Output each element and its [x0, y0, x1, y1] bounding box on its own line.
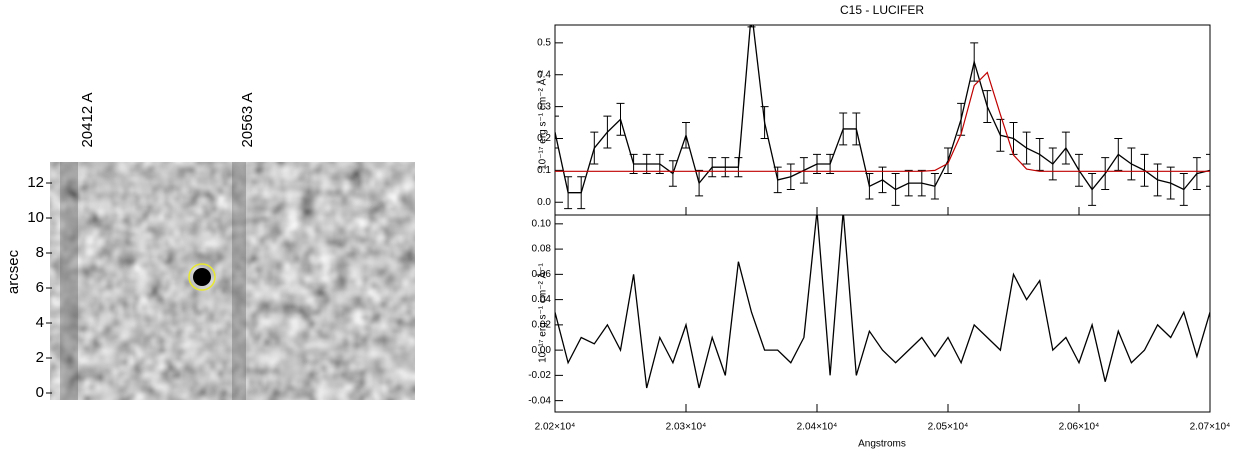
x-tick-label: 2.06×10⁴: [1059, 422, 1100, 433]
error-bar: [1140, 153, 1149, 187]
error-bar: [1022, 131, 1031, 165]
y-tick-label: 0.10: [532, 218, 552, 229]
error-bar: [655, 153, 664, 175]
x-tick-label: 2.02×10⁴: [535, 422, 576, 433]
y-axis-label: 10⁻¹⁷ erg s⁻¹ cm⁻² Å⁻¹: [536, 262, 549, 362]
error-bar: [555, 115, 559, 149]
column-label: 20563 A: [239, 92, 256, 147]
error-bar: [603, 115, 612, 149]
y-tick-label: -0.02: [528, 370, 551, 381]
y-tick-label: -0.04: [528, 395, 551, 406]
error-bar: [813, 153, 821, 175]
y-tick-label: 0.02: [532, 320, 552, 331]
chart-title: C15 - LUCIFER: [840, 3, 924, 17]
error-bar: [904, 169, 913, 197]
x-axis-label: Angstroms: [858, 439, 906, 450]
error-bar: [1061, 131, 1070, 165]
data-line: [555, 215, 1210, 389]
y-tick-label: 6: [36, 279, 44, 296]
y-tick-label: 8: [36, 244, 44, 261]
error-bar: [695, 169, 704, 197]
y-tick-label: 12: [27, 174, 44, 191]
y-tick-label: 0.3: [537, 101, 551, 112]
error-bar: [1166, 166, 1175, 200]
error-bar: [839, 112, 848, 146]
error-bar: [917, 169, 926, 197]
y-tick-label: 10: [27, 209, 44, 226]
data-line: [555, 25, 1210, 194]
error-bar: [1035, 137, 1044, 171]
error-bar: [721, 157, 730, 178]
error-bar: [616, 102, 625, 136]
plot-area: [555, 25, 1210, 210]
y-axis-label: arcsec: [5, 249, 22, 294]
error-bar: [799, 157, 808, 184]
error-bar: [852, 112, 861, 146]
y-tick-label: 0.08: [532, 244, 552, 255]
y-tick-label: 0.06: [532, 269, 552, 280]
error-bar: [1127, 147, 1136, 181]
y-tick-label: 0.5: [537, 37, 551, 48]
error-bar: [1075, 153, 1083, 187]
error-bar: [1101, 157, 1110, 190]
error-bar: [1114, 137, 1123, 171]
error-bar: [564, 176, 573, 210]
error-bar: [668, 160, 677, 187]
y-tick-label: 0.0: [537, 197, 551, 208]
y-tick-label: 0.4: [537, 69, 551, 80]
x-tick-label: 2.03×10⁴: [666, 422, 707, 433]
error-bar: [1179, 173, 1188, 206]
y-axis-label: 10⁻¹⁷ erg s⁻¹ cm⁻² Å⁻¹: [536, 69, 549, 169]
panel-frame: [554, 214, 1211, 413]
error-bar: [708, 157, 717, 178]
y-tick-label: 0.1: [537, 165, 551, 176]
error-bar: [944, 147, 952, 175]
error-bar: [1153, 163, 1162, 197]
error-bar: [629, 153, 638, 175]
y-tick-label: 4: [36, 314, 44, 331]
error-bar: [1088, 173, 1097, 206]
error-bar: [996, 118, 1005, 152]
error-bar: [865, 173, 874, 200]
error-bar: [577, 176, 586, 210]
spectrum-image: [50, 162, 415, 400]
y-tick-label: 0.00: [532, 345, 552, 356]
x-tick-label: 2.07×10⁴: [1190, 422, 1231, 433]
data-line: [555, 71, 1210, 172]
error-bar: [1009, 122, 1018, 155]
error-bar: [786, 163, 795, 190]
error-bar: [891, 173, 900, 206]
error-bar: [734, 157, 743, 178]
error-bar: [930, 173, 939, 200]
error-bar: [970, 42, 979, 82]
y-tick-label: 0: [36, 384, 44, 401]
column-label: 20412 A: [79, 92, 96, 147]
error-bar: [1048, 147, 1057, 181]
x-tick-label: 2.05×10⁴: [928, 422, 969, 433]
error-bar: [642, 153, 651, 175]
error-bar: [747, 25, 756, 28]
error-bar: [760, 106, 769, 139]
y-tick-label: 0.2: [537, 133, 551, 144]
y-tick-label: 2: [36, 349, 44, 366]
error-bar: [682, 122, 690, 149]
error-bar: [983, 90, 992, 124]
error-bar: [1206, 153, 1210, 187]
plot-area: [555, 215, 1210, 389]
error-bar: [826, 153, 835, 175]
y-tick-label: 0.04: [532, 294, 552, 305]
error-bar: [590, 131, 599, 165]
x-tick-label: 2.04×10⁴: [797, 422, 838, 433]
error-bar: [1192, 157, 1201, 190]
